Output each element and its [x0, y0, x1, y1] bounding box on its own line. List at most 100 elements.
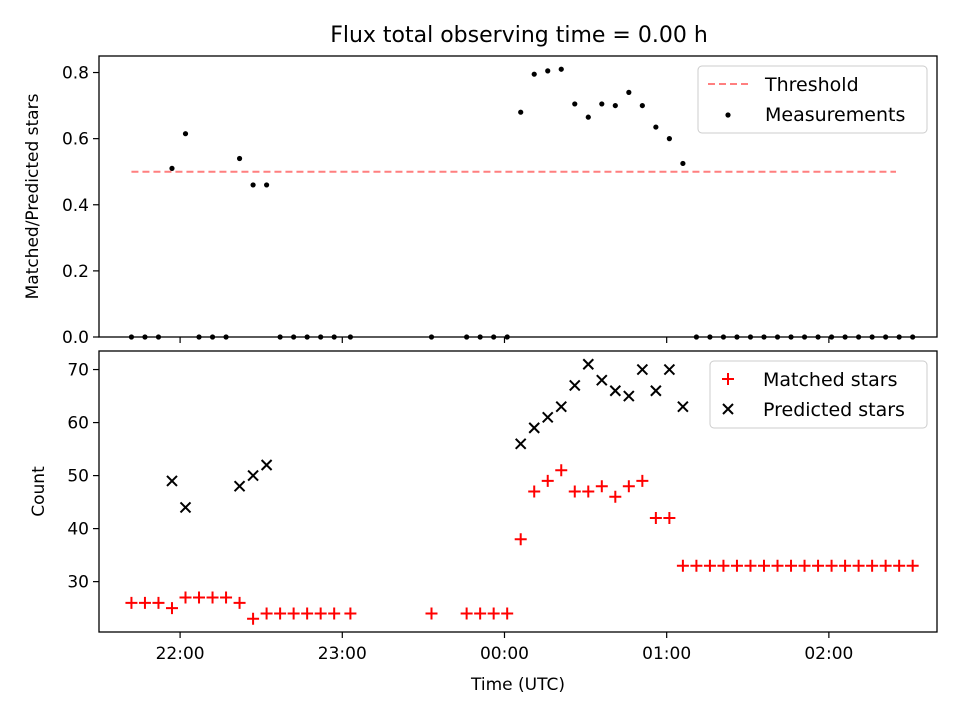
predicted-star-point — [623, 390, 635, 402]
measurement-point — [599, 101, 605, 107]
matched-star-point — [314, 607, 327, 620]
bottom-y-tick-label: 40 — [67, 520, 89, 540]
matched-star-point — [138, 596, 151, 609]
matched-star-point — [568, 485, 581, 498]
measurement-point — [653, 124, 659, 130]
matched-star-point — [165, 602, 178, 615]
matched-star-point — [193, 591, 206, 604]
matched-star-point — [717, 559, 730, 572]
matched-star-point — [582, 485, 595, 498]
matched-star-point — [690, 559, 703, 572]
matched-star-point — [730, 559, 743, 572]
bottom-y-tick-label: 30 — [67, 573, 89, 593]
bottom-x-tick-label: 22:00 — [156, 644, 205, 664]
measurement-point — [639, 102, 645, 109]
predicted-star-point — [514, 438, 527, 450]
matched-star-point — [649, 512, 662, 525]
bottom-y-tick-label: 60 — [67, 414, 89, 434]
matched-star-point — [541, 474, 554, 487]
measurement-point — [626, 89, 632, 95]
measurement-point — [585, 114, 591, 120]
matched-star-point — [247, 612, 260, 625]
predicted-star-point — [663, 363, 676, 376]
matched-star-point — [501, 607, 514, 620]
matched-star-point — [260, 607, 273, 620]
predicted-star-point — [247, 469, 259, 482]
top-legend: Threshold Measurements — [697, 65, 928, 134]
measurement-point — [182, 131, 189, 137]
bottom-y-tick-label: 70 — [67, 361, 89, 381]
top-y-axis-label: Matched/Predicted stars — [23, 93, 43, 299]
predicted-star-point — [636, 363, 649, 376]
top-y-tick-label: 0.0 — [62, 328, 89, 348]
bottom-panel: 30 40 50 60 70 22:00 23:00 00:00 01:00 02:00 Coun… — [29, 350, 938, 695]
predicted-star-point — [166, 475, 178, 487]
predicted-star-point — [582, 358, 594, 370]
top-y-tick-label: 0.4 — [62, 196, 89, 216]
measurement-point — [545, 68, 551, 74]
matched-star-point — [528, 485, 541, 498]
measurement-point — [666, 136, 672, 142]
bottom-x-tick-label: 23:00 — [318, 644, 367, 664]
measurement-point — [236, 155, 243, 162]
measurement-point — [680, 160, 686, 167]
measurement-point — [558, 66, 564, 72]
matched-star-point — [744, 559, 757, 572]
predicted-star-point — [650, 385, 662, 397]
matched-star-point — [344, 607, 357, 620]
top-y-tick-label: 0.2 — [62, 262, 89, 282]
top-chart-title: Flux total observing time = 0.00 h — [330, 23, 708, 48]
legend-predicted-label: Predicted stars — [763, 399, 905, 421]
predicted-star-point — [233, 480, 246, 492]
matched-star-point — [663, 512, 676, 525]
bottom-x-tick-label: 01:00 — [642, 644, 691, 664]
bottom-y-tick-label: 50 — [67, 467, 89, 487]
legend-measurements-label: Measurements — [765, 104, 905, 126]
matched-star-point — [636, 474, 649, 487]
matched-star-point — [622, 480, 635, 493]
predicted-star-point — [528, 422, 540, 434]
bottom-axes-frame — [98, 350, 938, 633]
matched-star-point — [785, 559, 798, 572]
matched-star-point — [220, 591, 233, 604]
bottom-legend: Matched stars Predicted stars — [709, 360, 928, 429]
matched-star-point — [839, 559, 852, 572]
matched-stars-series — [125, 464, 919, 625]
matched-star-point — [757, 559, 770, 572]
matched-star-point — [906, 559, 919, 572]
matched-star-point — [328, 607, 341, 620]
top-axes-frame — [98, 55, 938, 338]
top-panel: 0.00.20.40.60.8 Matched/Predicted stars … — [23, 55, 938, 348]
matched-star-point — [852, 559, 865, 572]
bottom-x-axis-label: Time (UTC) — [470, 675, 565, 695]
matched-star-point — [425, 607, 438, 620]
matched-star-point — [125, 596, 138, 609]
matched-star-point — [893, 559, 906, 572]
matched-star-point — [206, 591, 219, 604]
matched-star-point — [474, 607, 487, 620]
matched-star-point — [879, 559, 892, 572]
predicted-star-point — [677, 400, 689, 413]
matched-star-point — [609, 490, 622, 503]
matched-star-point — [825, 559, 838, 572]
top-axis-ticks: 0.0 0.2 0.4 0.6 0.8 — [62, 64, 830, 348]
matched-star-point — [812, 559, 825, 572]
matched-star-point — [703, 559, 716, 572]
predicted-star-point — [555, 400, 567, 413]
legend-matched-label: Matched stars — [763, 369, 897, 391]
bottom-y-axis-label: Count — [29, 466, 49, 517]
predicted-stars-series — [166, 358, 689, 514]
matched-star-point — [179, 591, 192, 604]
matched-star-point — [274, 607, 287, 620]
predicted-star-point — [260, 459, 273, 471]
bottom-legend-box — [709, 360, 928, 429]
bottom-x-tick-label: 00:00 — [480, 644, 529, 664]
matched-star-point — [771, 559, 784, 572]
matched-star-point — [301, 607, 314, 620]
measurement-point — [264, 182, 270, 188]
legend-predicted-swatch — [722, 403, 734, 415]
legend-measurements-swatch — [725, 112, 731, 118]
measurement-point — [572, 101, 578, 107]
measurement-point — [518, 109, 524, 115]
